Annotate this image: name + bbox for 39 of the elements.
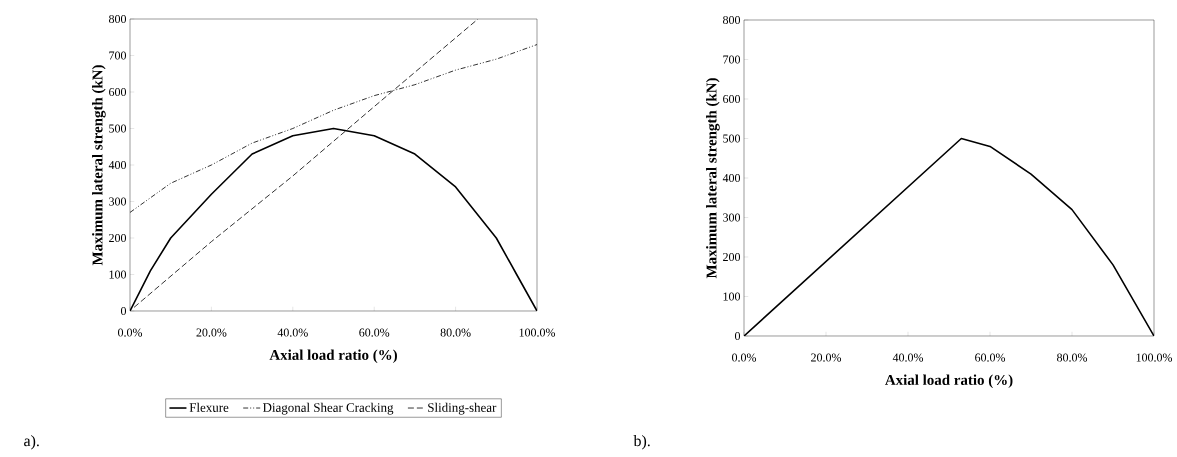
x-tick-label: 100.0% [519, 328, 556, 337]
y-tick-label: 300 [723, 213, 741, 222]
legend-label: Flexure [189, 402, 229, 412]
x-tick-label: 60.0% [975, 353, 1006, 362]
x-tick-label: 0.0% [118, 328, 143, 337]
text: b). [633, 435, 650, 450]
text: a). [24, 435, 39, 450]
x-tick-label: 80.0% [440, 328, 471, 337]
y-tick-label: 100 [109, 270, 127, 279]
x-tick-label: 20.0% [196, 328, 227, 337]
y-tick-label: 500 [109, 124, 127, 133]
x-tick-label: 20.0% [811, 353, 842, 362]
y-tick-label: 400 [722, 173, 741, 183]
x-tick-label: 80.0% [1057, 353, 1088, 362]
y-tick-label: 400 [108, 160, 127, 170]
y-tick-label: 200 [723, 252, 741, 262]
y-tick-label: 500 [723, 134, 741, 143]
x-axis-title: Axial load ratio (%) [885, 374, 1013, 389]
y-tick-label: 300 [109, 197, 127, 206]
x-tick-label: 0.0% [732, 353, 757, 362]
x-axis-title: Axial load ratio (%) [269, 349, 397, 364]
y-tick-label: 0 [734, 331, 741, 341]
y-tick-label: 700 [723, 55, 741, 64]
x-tick-label: 40.0% [892, 353, 924, 362]
x-tick-label: 40.0% [277, 328, 308, 337]
y-tick-label: 800 [723, 15, 741, 25]
y-axis-title: Maximum lateral strength (kN) [92, 65, 106, 266]
y-tick-label: 200 [109, 233, 127, 243]
y-tick-label: 800 [109, 14, 127, 24]
x-tick-label: 100.0% [1136, 353, 1173, 362]
y-tick-label: 100 [723, 292, 741, 301]
y-axis-title: Maximum lateral strength (kN) [706, 78, 720, 279]
y-tick-label: 700 [109, 51, 127, 60]
y-tick-label: 600 [109, 87, 127, 97]
y-tick-label: 600 [723, 94, 741, 104]
x-tick-label: 60.0% [359, 328, 390, 337]
legend-label: Sliding-shear [428, 402, 497, 415]
legend-label: Diagonal Shear Cracking [262, 402, 394, 415]
y-tick-label: 0 [120, 306, 127, 316]
